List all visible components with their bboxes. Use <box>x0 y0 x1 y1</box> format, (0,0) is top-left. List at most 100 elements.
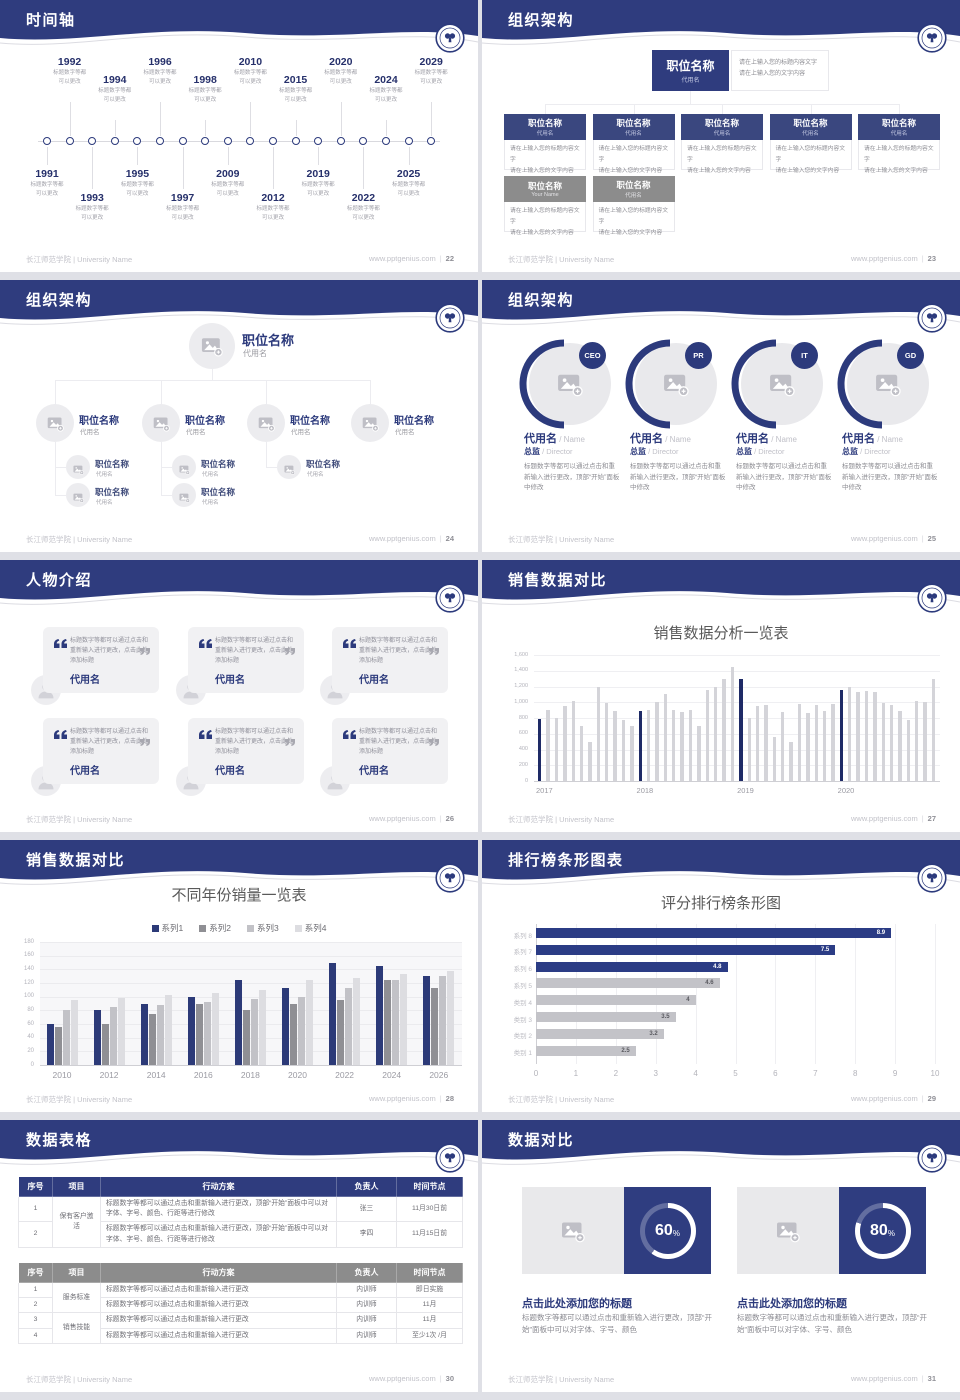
bar[interactable] <box>290 1003 297 1065</box>
timeline-point-marker[interactable] <box>223 137 232 145</box>
org-branch-avatar[interactable] <box>351 404 389 442</box>
bar-highlight[interactable] <box>538 718 542 781</box>
bar[interactable] <box>764 704 768 781</box>
timeline-point-marker[interactable] <box>133 137 142 145</box>
org-branch-avatar[interactable] <box>142 404 180 442</box>
bar[interactable] <box>722 678 726 781</box>
bar[interactable] <box>571 700 575 781</box>
timeline-point-marker[interactable] <box>404 137 413 145</box>
slide-26-people-intro[interactable]: 人物介绍 标题数字等都可以通过点击和重新输入进行更改，点击此处添加标题 代用名 标题… <box>0 560 478 832</box>
bar-highlight[interactable] <box>739 678 743 781</box>
bar[interactable] <box>881 703 885 781</box>
timeline-point-marker[interactable] <box>65 137 74 145</box>
slide-28-sales-yearly-chart[interactable]: 销售数据对比 不同年份销量一览表 系列1 系列2 系列3 系列4 0 20 40 60 80 100… <box>0 840 478 1112</box>
bar[interactable] <box>101 1024 109 1065</box>
timeline-point-marker[interactable] <box>291 137 300 145</box>
bar[interactable] <box>242 1010 250 1065</box>
bar[interactable] <box>822 710 827 781</box>
bar[interactable] <box>258 989 266 1065</box>
org-extra-box[interactable]: 职位名称 代用名 <box>592 176 675 202</box>
bar[interactable] <box>554 718 559 781</box>
bar[interactable] <box>62 1010 70 1065</box>
bar[interactable] <box>195 1003 203 1065</box>
bar[interactable] <box>781 712 785 781</box>
hbar[interactable] <box>536 944 836 955</box>
bar[interactable] <box>621 719 626 781</box>
bar[interactable] <box>588 741 592 781</box>
bar[interactable] <box>730 666 735 781</box>
bar[interactable] <box>211 993 219 1065</box>
bar-highlight[interactable] <box>839 690 844 781</box>
org-sub-avatar[interactable] <box>277 455 301 479</box>
bar[interactable] <box>806 713 810 781</box>
bar[interactable] <box>546 710 550 781</box>
bar[interactable] <box>663 694 668 781</box>
table-row[interactable]: 1 服务标准 标题数字等都可以通过点击和重新输入进行更改 内训师 即日实施 <box>18 1281 463 1314</box>
hbar[interactable] <box>536 1028 664 1039</box>
bar[interactable] <box>923 702 927 781</box>
quote-card[interactable]: 标题数字等都可以通过点击和重新输入进行更改，点击此处添加标题 代用名 <box>188 627 304 693</box>
bar[interactable] <box>646 710 651 781</box>
bar[interactable] <box>306 979 313 1065</box>
bar-highlight[interactable] <box>638 710 642 781</box>
bar[interactable] <box>234 979 242 1065</box>
bar[interactable] <box>814 705 818 781</box>
timeline-point-marker[interactable] <box>359 137 368 145</box>
hbar[interactable] <box>536 995 696 1006</box>
hbar[interactable] <box>536 978 720 989</box>
compare-card[interactable]: 60% <box>522 1187 711 1274</box>
bar[interactable] <box>109 1006 117 1065</box>
org-sub-avatar[interactable] <box>172 483 196 507</box>
bar[interactable] <box>203 1002 211 1065</box>
org-root-box[interactable]: 职位名称 代用名 <box>652 50 729 91</box>
bar[interactable] <box>630 725 634 781</box>
bar[interactable] <box>797 703 802 781</box>
org-branch-avatar[interactable] <box>36 404 74 442</box>
bar[interactable] <box>431 987 439 1065</box>
bar[interactable] <box>298 996 305 1065</box>
legend-item[interactable]: 系列4 <box>294 922 326 934</box>
legend-item[interactable]: 系列3 <box>247 922 279 934</box>
slide-24-org-tree[interactable]: 组织架构 职位名称 代用名 职位名称 代用名 职位名称 代用名 职位名称 代用名 职位名称 代用名… <box>0 280 478 552</box>
slide-23-org-boxes[interactable]: 组织架构 职位名称 代用名 请在上输入您的标题内容文字 请在上输入您的文字内容 职位名称… <box>482 0 960 272</box>
bar[interactable] <box>164 995 172 1065</box>
bar[interactable] <box>856 692 860 781</box>
bar[interactable] <box>282 987 289 1065</box>
timeline-point-marker[interactable] <box>88 137 97 145</box>
bar[interactable] <box>353 977 361 1065</box>
bar[interactable] <box>906 720 911 781</box>
timeline-point-marker[interactable] <box>201 137 210 145</box>
bar[interactable] <box>873 692 877 781</box>
org-branch-box[interactable]: 职位名称 代用名 <box>592 114 675 140</box>
bar[interactable] <box>713 686 718 781</box>
bar[interactable] <box>915 700 919 781</box>
quote-card[interactable]: 标题数字等都可以通过点击和重新输入进行更改，点击此处添加标题 代用名 <box>332 718 448 784</box>
org-branch-box[interactable]: 职位名称 代用名 <box>504 114 586 140</box>
bar[interactable] <box>864 691 869 781</box>
bar[interactable] <box>46 1024 54 1065</box>
bar[interactable] <box>93 1010 101 1065</box>
bar[interactable] <box>789 742 793 781</box>
timeline-point-marker[interactable] <box>43 137 51 145</box>
table-row[interactable]: 3 销售技能 标题数字等都可以通过点击和重新输入进行更改 内训师 11月 <box>18 1312 463 1344</box>
hbar[interactable] <box>536 961 728 972</box>
bar[interactable] <box>613 710 617 781</box>
org-branch-box[interactable]: 职位名称 代用名 <box>769 114 852 140</box>
bar[interactable] <box>848 686 852 781</box>
slide-29-ranking-chart[interactable]: 排行榜条形图表 评分排行榜条形图 0 1 2 3 4 5 6 7 8 9 10 系列 8 8.9 系列 7 7… <box>482 840 960 1112</box>
bar[interactable] <box>156 1004 164 1065</box>
bar[interactable] <box>187 996 195 1065</box>
bar[interactable] <box>439 976 447 1065</box>
bar[interactable] <box>140 1003 148 1065</box>
table-row[interactable]: 1 保有客户激活 标题数字等都可以通过点击和重新输入进行更改，顶部“开始”面板中可以… <box>18 1195 463 1248</box>
org-sub-avatar[interactable] <box>66 455 90 479</box>
table-row[interactable]: 4 标题数字等都可以通过点击和重新输入进行更改 内训师 至少1次 /月 <box>18 1327 463 1344</box>
timeline-point-marker[interactable] <box>246 137 255 145</box>
bar[interactable] <box>705 690 709 781</box>
bar[interactable] <box>117 998 125 1065</box>
timeline-point-marker[interactable] <box>156 137 164 145</box>
bar[interactable] <box>697 725 701 781</box>
quote-card[interactable]: 标题数字等都可以通过点击和重新输入进行更改，点击此处添加标题 代用名 <box>188 718 304 784</box>
org-root-avatar[interactable] <box>189 323 235 369</box>
bar[interactable] <box>563 706 567 781</box>
